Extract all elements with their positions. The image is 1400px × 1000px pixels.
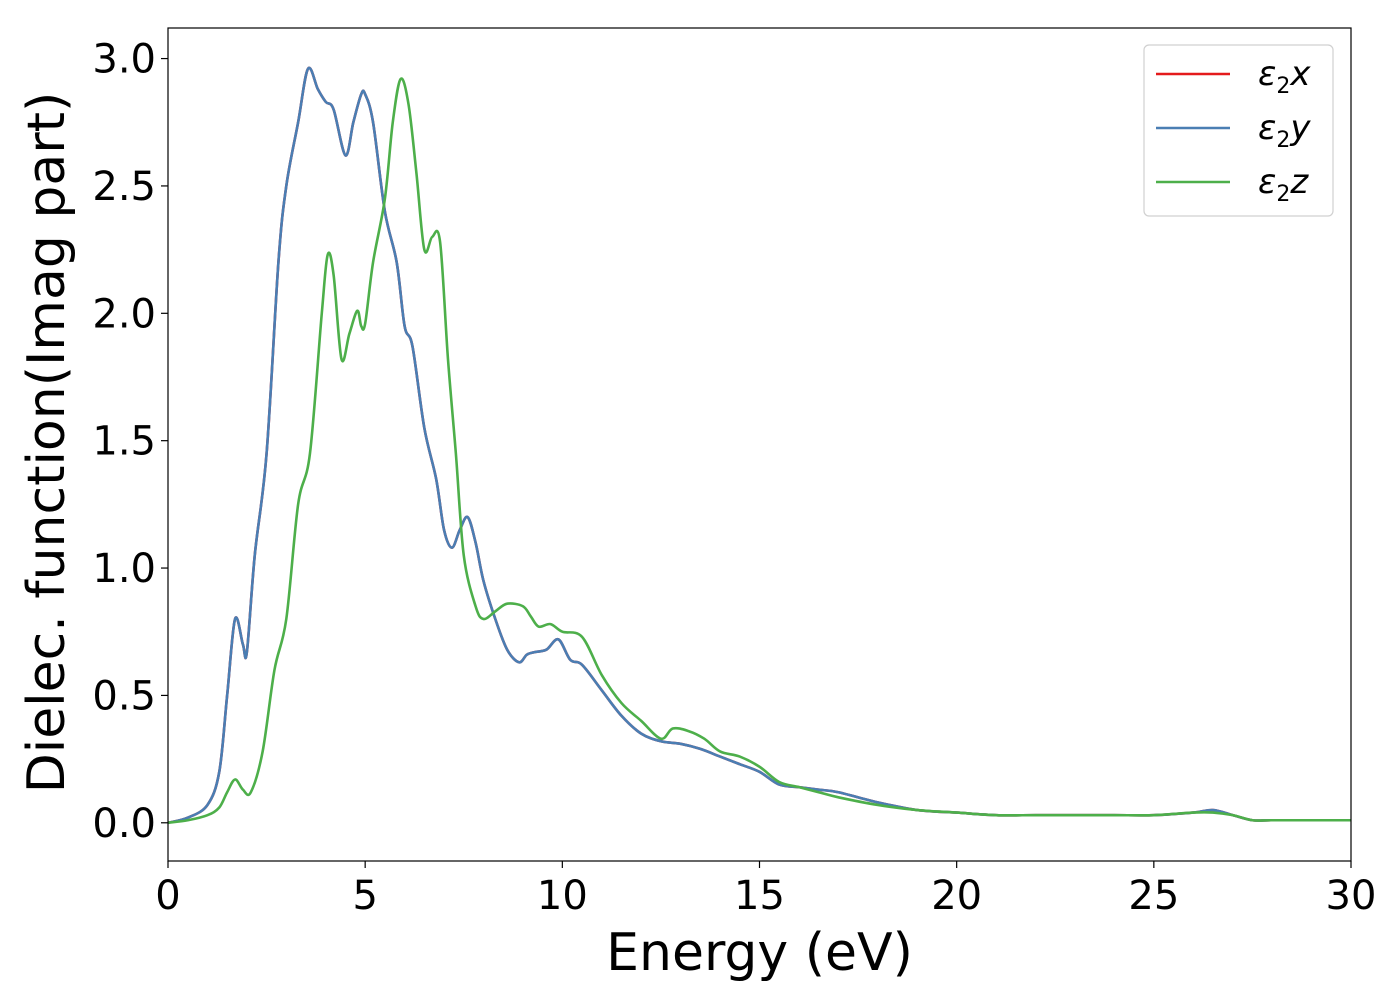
- y-tick-label: 0.5: [92, 673, 156, 719]
- y-tick-label: 2.5: [92, 164, 156, 210]
- series-line-z: [167, 77, 1351, 825]
- x-tick-label: 20: [931, 873, 982, 919]
- x-tick-label: 0: [155, 873, 180, 919]
- x-tick-label: 25: [1128, 873, 1179, 919]
- legend: ε2x ε2y ε2z: [1143, 44, 1334, 217]
- legend-box: [1143, 44, 1334, 217]
- y-tick-label: 3.0: [92, 37, 156, 83]
- x-axis-label: Energy (eV): [606, 923, 913, 983]
- y-tick-label: 2.0: [92, 291, 156, 337]
- y-tick-label: 1.5: [92, 419, 156, 465]
- x-tick-label: 15: [734, 873, 785, 919]
- y-axis-label: Dielec. function(Imag part): [17, 92, 77, 794]
- y-axis: 0.0 0.5 1.0 1.5 2.0 2.5 3.0: [92, 37, 168, 847]
- y-tick-label: 1.0: [92, 546, 156, 592]
- series-layer: [167, 66, 1351, 825]
- legend-label-z: ε2z: [1258, 162, 1309, 207]
- x-tick-label: 5: [352, 873, 377, 919]
- x-tick-label: 30: [1326, 873, 1377, 919]
- legend-label-x: ε2x: [1258, 54, 1311, 99]
- y-tick-label: 0.0: [92, 801, 156, 847]
- x-tick-label: 10: [537, 873, 588, 919]
- x-axis: 0 5 10 15 20 25 30: [155, 861, 1376, 919]
- legend-label-y: ε2y: [1258, 108, 1311, 153]
